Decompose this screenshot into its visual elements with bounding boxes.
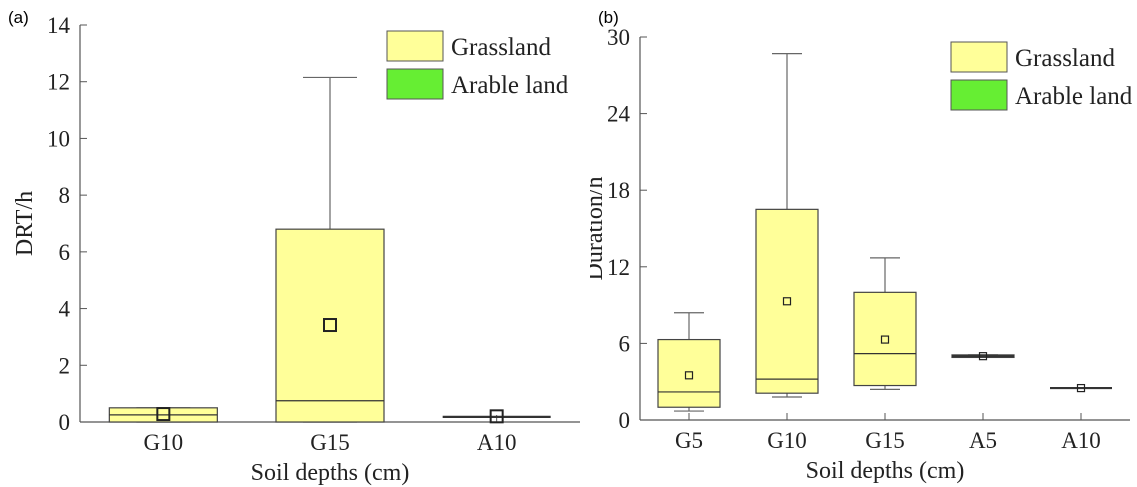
y-tick-label: 24 bbox=[607, 102, 631, 127]
mean-marker bbox=[156, 407, 171, 422]
mean-marker bbox=[1076, 383, 1086, 393]
y-tick-label: 2 bbox=[59, 353, 71, 378]
y-tick-label: 12 bbox=[607, 255, 630, 280]
y-tick-label: 6 bbox=[59, 240, 71, 265]
mean-marker bbox=[782, 297, 792, 306]
box bbox=[657, 338, 721, 408]
x-axis-title: Soil depths (cm) bbox=[806, 458, 965, 484]
x-tick-label: G10 bbox=[767, 428, 807, 453]
x-tick-label: G15 bbox=[310, 430, 350, 455]
box bbox=[853, 291, 917, 387]
y-tick-label: 4 bbox=[59, 297, 71, 322]
y-tick-label: 8 bbox=[59, 183, 71, 208]
panel-label: (b) bbox=[598, 8, 619, 27]
y-tick-label: 10 bbox=[47, 126, 70, 151]
x-tick-label: G10 bbox=[144, 430, 184, 455]
y-tick-label: 12 bbox=[47, 70, 70, 95]
chart-panel-b: (b) 0 6 12 18 24 30 G5 G10 G15 A5 A10 Soil depths (… bbox=[590, 0, 1137, 487]
x-tick-label: A5 bbox=[969, 428, 997, 453]
legend-entry: Arable land bbox=[451, 72, 569, 99]
chart-panel-a: (a) 0 2 4 6 8 10 12 14 G10 G15 A10 Soil depths (cm)… bbox=[8, 8, 580, 486]
y-tick-label: 6 bbox=[619, 331, 631, 356]
y-tick-label: 14 bbox=[47, 13, 71, 38]
y-tick-label: 0 bbox=[59, 410, 71, 435]
legend-swatch bbox=[386, 68, 444, 100]
boxplot-chart-b: 0 6 12 18 24 30 G5 G10 G15 A5 A10 Soil depths (cm) D… bbox=[590, 25, 1133, 484]
y-tick-label: 30 bbox=[607, 25, 630, 50]
legend-entry: Grassland bbox=[451, 34, 551, 61]
box bbox=[275, 228, 385, 423]
x-tick-label: G15 bbox=[865, 428, 905, 453]
y-tick-label: 0 bbox=[619, 408, 631, 433]
mean-marker bbox=[978, 352, 988, 361]
y-axis-title: DRT/h bbox=[12, 191, 38, 256]
panel-label: (a) bbox=[8, 8, 29, 27]
legend-entry: Grassland bbox=[1015, 45, 1115, 72]
y-tick-label: 18 bbox=[607, 178, 630, 203]
box bbox=[755, 208, 819, 394]
legend-entry: Arable land bbox=[1015, 83, 1133, 110]
legend-swatch bbox=[950, 41, 1008, 73]
boxplot-chart-a: 0 2 4 6 8 10 12 14 G10 G15 A10 Soil depths (cm) DRT/… bbox=[12, 13, 580, 486]
mean-marker bbox=[489, 409, 504, 424]
x-tick-label: G5 bbox=[675, 428, 703, 453]
mean-marker bbox=[684, 371, 694, 380]
x-tick-label: A10 bbox=[477, 430, 517, 455]
mean-marker bbox=[323, 318, 337, 333]
legend-swatch bbox=[950, 79, 1008, 111]
x-axis-title: Soil depths (cm) bbox=[251, 460, 410, 486]
x-tick-label: A10 bbox=[1061, 428, 1101, 453]
mean-marker bbox=[880, 335, 890, 344]
legend-swatch bbox=[386, 30, 444, 62]
y-axis-title: Duration/h bbox=[590, 177, 608, 281]
